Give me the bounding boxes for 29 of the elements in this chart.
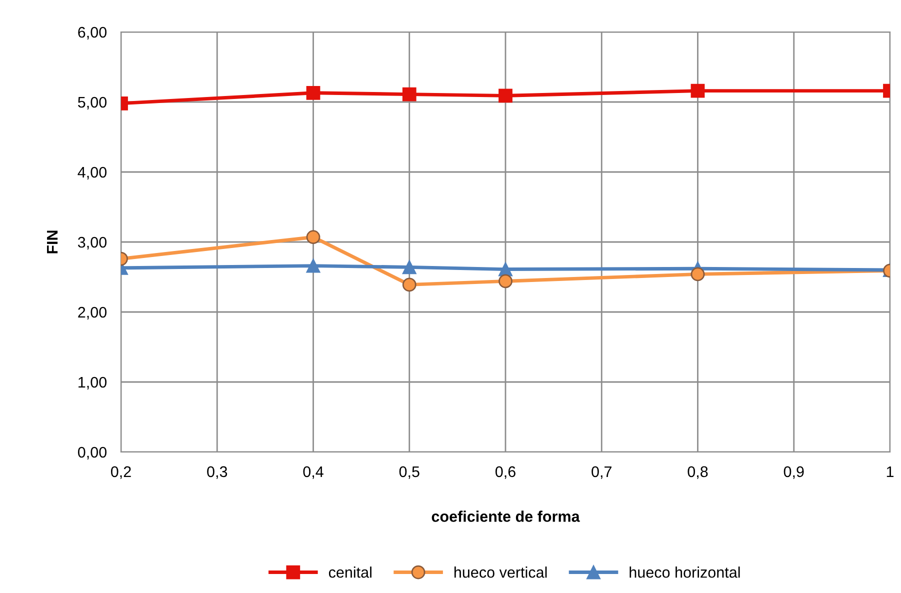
x-tick-label: 0,8: [688, 466, 708, 479]
x-tick-label: 0,4: [303, 466, 324, 479]
y-tick-label: 4,00: [78, 166, 107, 180]
point: [306, 86, 320, 100]
x-tick-label: 0,9: [784, 466, 804, 479]
legend-label: hueco vertical: [454, 566, 547, 578]
y-tick-label: 3,00: [78, 236, 107, 250]
x-tick-label: 1: [886, 466, 894, 477]
x-tick-label: 0,3: [207, 466, 228, 479]
y-tick-label: 6,00: [78, 26, 107, 40]
point: [498, 274, 512, 288]
x-tick-label: 0,2: [110, 466, 131, 479]
point: [306, 258, 320, 273]
y-tick-label: 0,00: [78, 446, 107, 460]
point: [306, 230, 320, 244]
x-axis-title: coeficiente de forma: [432, 510, 580, 522]
point: [498, 88, 512, 103]
point: [402, 278, 416, 292]
legend-label: hueco horizontal: [630, 566, 740, 578]
y-tick-label: 1,00: [78, 376, 107, 390]
point: [402, 260, 416, 274]
point: [402, 87, 416, 102]
x-tick-label: 0,5: [399, 466, 420, 479]
y-tick-label: 5,00: [78, 96, 107, 110]
y-axis-title: FIN: [47, 230, 58, 254]
legend-label: cenital: [328, 566, 372, 578]
x-tick-label: 0,6: [495, 466, 516, 479]
x-tick-label: 0,7: [592, 466, 612, 479]
y-tick-label: 2,00: [78, 306, 107, 320]
